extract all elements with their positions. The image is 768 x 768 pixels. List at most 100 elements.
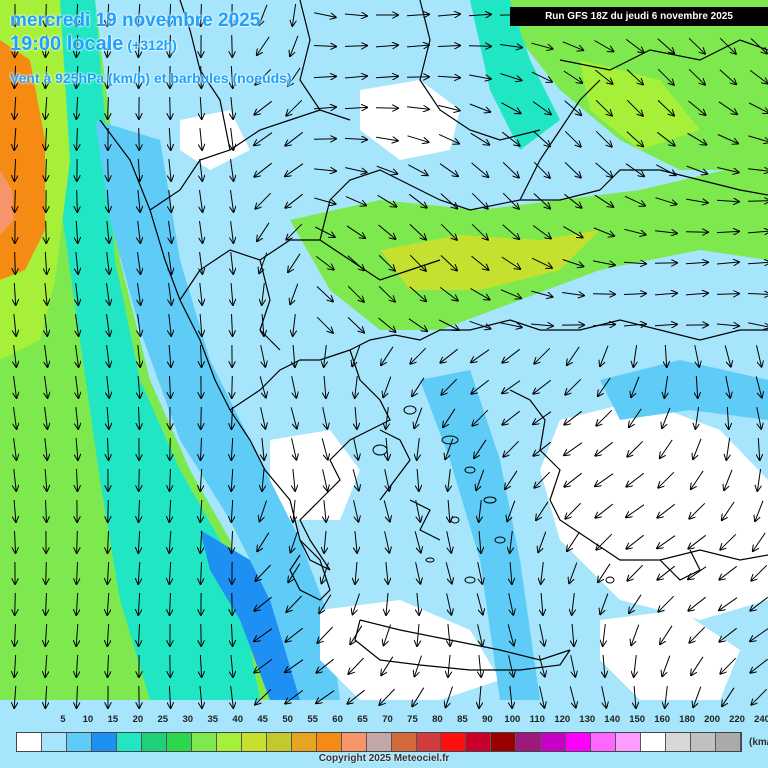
wind-arrow xyxy=(562,293,584,296)
wind-arrow xyxy=(107,314,110,336)
wind-arrow xyxy=(448,499,450,522)
wind-arrow xyxy=(376,137,398,141)
wind-arrow xyxy=(564,193,581,208)
wind-arrow xyxy=(468,46,491,47)
wind-arrow xyxy=(315,255,334,269)
wind-arrow xyxy=(408,318,427,331)
legend-label: 200 xyxy=(704,714,720,725)
wind-zone-west-salmon xyxy=(0,170,14,235)
wind-arrow xyxy=(417,468,419,491)
calm-zone-south xyxy=(320,600,500,700)
wind-arrow xyxy=(569,686,576,707)
wind-arrow xyxy=(350,625,363,645)
wind-arrow xyxy=(505,470,518,489)
wind-arrow xyxy=(508,655,514,676)
wind-arrow xyxy=(440,348,459,363)
wind-arrow xyxy=(232,530,233,553)
wind-arrow xyxy=(285,163,304,177)
wind-arrow xyxy=(510,561,512,584)
wind-arrow xyxy=(231,252,233,274)
legend-label: 85 xyxy=(457,714,468,725)
wind-arrow xyxy=(500,322,522,328)
wind-arrow xyxy=(564,410,583,424)
wind-arrow xyxy=(231,128,234,150)
wind-arrow xyxy=(107,221,109,243)
wind-arrow xyxy=(316,658,334,673)
wind-arrow xyxy=(718,101,737,114)
legend-swatch xyxy=(366,733,392,751)
wind-arrow xyxy=(324,345,327,367)
wind-arrow xyxy=(45,251,46,274)
wind-arrow xyxy=(446,531,452,553)
wind-arrow xyxy=(313,46,336,47)
wind-arrow xyxy=(598,377,611,396)
wind-arrow xyxy=(412,377,425,396)
legend-swatch xyxy=(166,733,192,751)
wind-arrow xyxy=(502,192,519,209)
wind-arrow xyxy=(595,130,612,146)
wind-arrow xyxy=(417,438,420,460)
wind-arrow xyxy=(417,623,419,646)
wind-arrow xyxy=(45,438,47,460)
wind-arrow xyxy=(14,345,17,367)
wind-arrow xyxy=(383,376,392,398)
legend-label: 35 xyxy=(207,714,219,725)
wind-arrow xyxy=(169,530,171,553)
forecast-time: 19:00 locale (+312h) xyxy=(10,33,177,56)
wind-arrow xyxy=(531,42,552,49)
wind-arrow xyxy=(471,379,490,394)
wind-arrow xyxy=(722,687,735,706)
wind-arrow xyxy=(169,344,171,367)
wind-arrow xyxy=(439,286,458,300)
wind-arrow xyxy=(564,472,583,487)
wind-arrow xyxy=(259,4,268,25)
wind-arrow xyxy=(290,407,297,428)
wind-arrow xyxy=(603,654,605,677)
legend-swatch xyxy=(616,733,642,751)
wind-arrow xyxy=(259,376,266,397)
wind-arrow xyxy=(139,468,140,491)
legend-label: 20 xyxy=(132,714,144,725)
wind-arrow xyxy=(564,162,581,177)
wind-arrow xyxy=(378,254,395,270)
wind-arrow xyxy=(625,39,644,52)
wind-arrow xyxy=(438,104,459,110)
wind-arrow xyxy=(138,252,141,274)
wind-arrow xyxy=(76,3,77,26)
wind-arrow xyxy=(378,317,396,332)
wind-arrow xyxy=(313,76,336,77)
wind-arrow xyxy=(626,99,643,116)
wind-arrow xyxy=(564,442,583,456)
wind-arrow xyxy=(384,624,391,646)
wind-arrow xyxy=(255,689,272,704)
wind-arrow xyxy=(538,655,545,676)
wind-arrow xyxy=(347,285,364,302)
wind-arrow xyxy=(471,162,489,177)
wind-arrow xyxy=(46,592,47,615)
wind-arrow xyxy=(292,4,295,26)
wind-arrow xyxy=(747,231,768,233)
wind-arrow xyxy=(291,438,297,459)
wind-arrow xyxy=(290,35,299,56)
wind-arrow xyxy=(255,564,271,581)
legend-swatch xyxy=(391,733,417,751)
wind-arrow xyxy=(510,686,512,708)
wind-arrow xyxy=(45,654,47,677)
wind-arrow xyxy=(657,535,676,549)
wind-arrow xyxy=(755,376,762,397)
wind-arrow xyxy=(747,294,768,295)
wind-arrow xyxy=(231,65,232,88)
wind-arrow xyxy=(45,34,46,57)
wind-arrow xyxy=(686,165,708,174)
wind-arrow xyxy=(201,3,202,26)
wind-arrow xyxy=(595,503,614,518)
wind-arrow xyxy=(685,293,708,295)
wind-arrow xyxy=(138,530,139,553)
wind-arrow xyxy=(626,131,643,147)
wind-arrow xyxy=(353,593,360,615)
wind-arrow xyxy=(231,654,233,677)
wind-arrow xyxy=(77,530,78,553)
wind-arrow xyxy=(288,563,301,583)
wind-arrow xyxy=(200,190,203,212)
wind-arrow xyxy=(384,469,390,491)
